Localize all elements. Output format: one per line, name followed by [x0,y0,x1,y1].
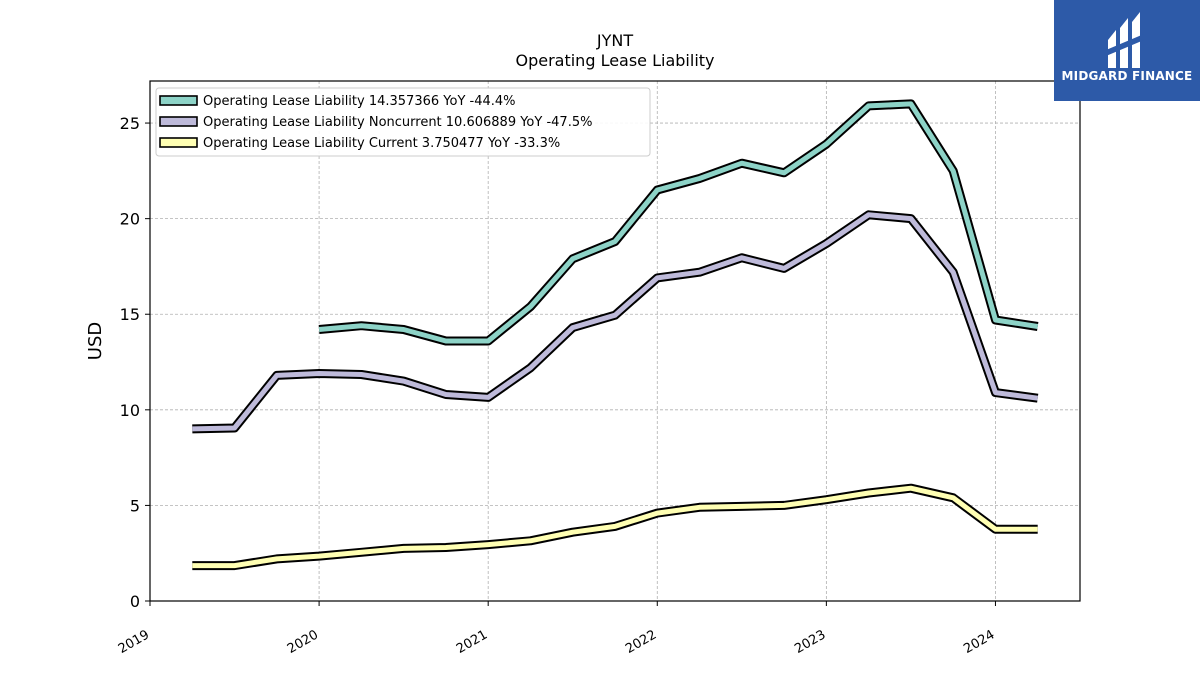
x-tick-label: 2024 [961,627,997,657]
x-tick-label: 2020 [285,627,321,657]
midgard-logo-icon [1054,0,1200,101]
x-tick-label: 2023 [792,627,828,657]
chart-title-block: JYNT Operating Lease Liability [150,31,1080,71]
x-tick-label: 2021 [454,627,490,657]
legend-swatch-1 [159,116,198,127]
x-tick-label: 2019 [116,627,152,657]
legend-label-2: Operating Lease Liability Current 3.7504… [203,136,560,151]
legend-swatch-0 [159,95,198,106]
y-tick-label: 20 [120,210,140,229]
y-tick-label: 5 [130,496,140,515]
chart-subtitle: Operating Lease Liability [515,51,715,70]
legend-swatch-2 [159,137,198,148]
legend-box [155,87,651,157]
chart-title: JYNT [596,31,634,50]
legend-label-1: Operating Lease Liability Noncurrent 10.… [203,115,592,130]
y-tick-label: 0 [130,592,140,611]
legend-label-0: Operating Lease Liability 14.357366 YoY … [203,94,516,109]
series-2-line [192,485,1038,569]
y-axis-label: USD [85,322,106,360]
logo-text: MIDGARD FINANCE [1061,69,1193,83]
series-0-line [318,101,1039,344]
x-tick-label: 2022 [623,627,659,657]
midgard-finance-logo: MIDGARD FINANCE [1054,0,1200,101]
y-tick-label: 15 [120,305,140,324]
plot-frame [149,80,1081,602]
y-tick-label: 10 [120,401,140,420]
y-tick-label: 25 [120,114,140,133]
series-1-line [192,212,1039,432]
